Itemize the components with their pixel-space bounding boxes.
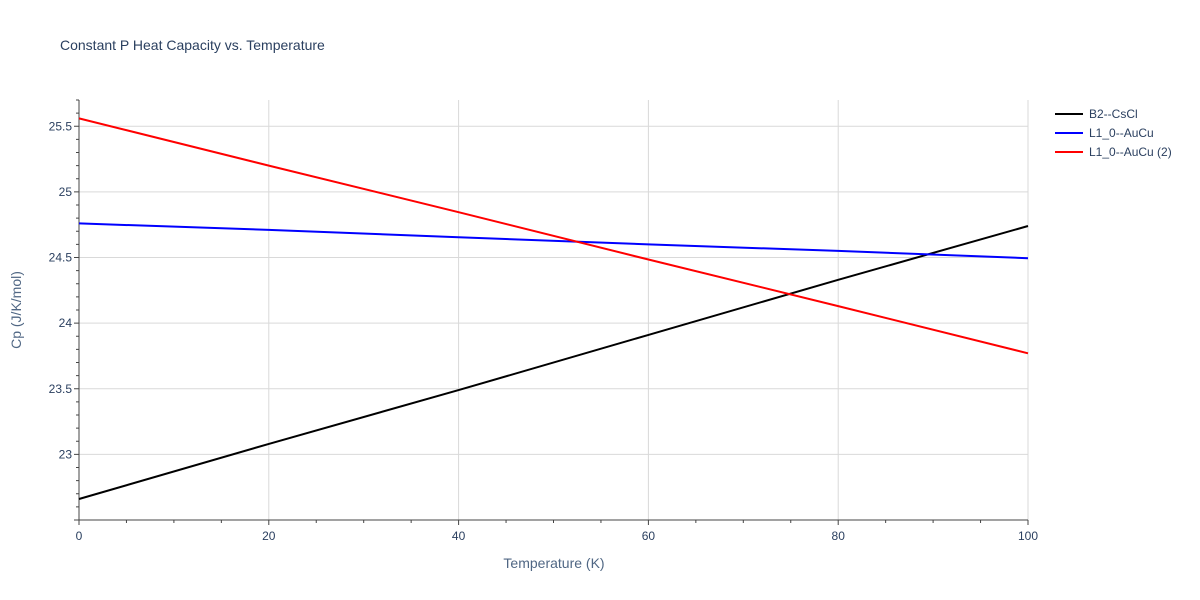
legend-item[interactable]: L1_0--AuCu: [1055, 126, 1154, 140]
y-tick-label: 23: [59, 447, 73, 461]
x-tick-label: 100: [1018, 529, 1038, 543]
series-line-1[interactable]: [78, 225, 1029, 500]
axes-layer: 0 20 40 60 80 100 23 23.5 24 24.5 25 25.5: [49, 99, 1038, 543]
y-tick-label: 25.5: [49, 119, 73, 133]
x-tick-label: 40: [452, 529, 466, 543]
x-tick-label: 0: [76, 529, 83, 543]
legend-label: L1_0--AuCu (2): [1089, 145, 1172, 159]
y-axis-title: Cp (J/K/mol): [8, 271, 24, 349]
x-axis-title: Temperature (K): [503, 555, 604, 571]
x-tick-label: 80: [832, 529, 846, 543]
series-layer: [78, 117, 1029, 500]
x-tick-label: 20: [262, 529, 276, 543]
y-tick-label: 24.5: [49, 251, 73, 265]
series-line-3[interactable]: [78, 117, 1029, 355]
legend-item[interactable]: B2--CsCl: [1055, 107, 1138, 121]
grid-layer: [79, 100, 1029, 520]
legend-item[interactable]: L1_0--AuCu (2): [1055, 145, 1172, 159]
legend-label: L1_0--AuCu: [1089, 126, 1154, 140]
legend-label: B2--CsCl: [1089, 107, 1138, 121]
chart-title: Constant P Heat Capacity vs. Temperature: [60, 37, 325, 53]
series-line-2[interactable]: [78, 222, 1029, 260]
y-tick-label: 23.5: [49, 382, 73, 396]
x-tick-label: 60: [642, 529, 656, 543]
legend[interactable]: B2--CsCl L1_0--AuCu L1_0--AuCu (2): [1055, 107, 1172, 159]
y-tick-label: 25: [59, 185, 73, 199]
y-tick-label: 24: [59, 316, 73, 330]
